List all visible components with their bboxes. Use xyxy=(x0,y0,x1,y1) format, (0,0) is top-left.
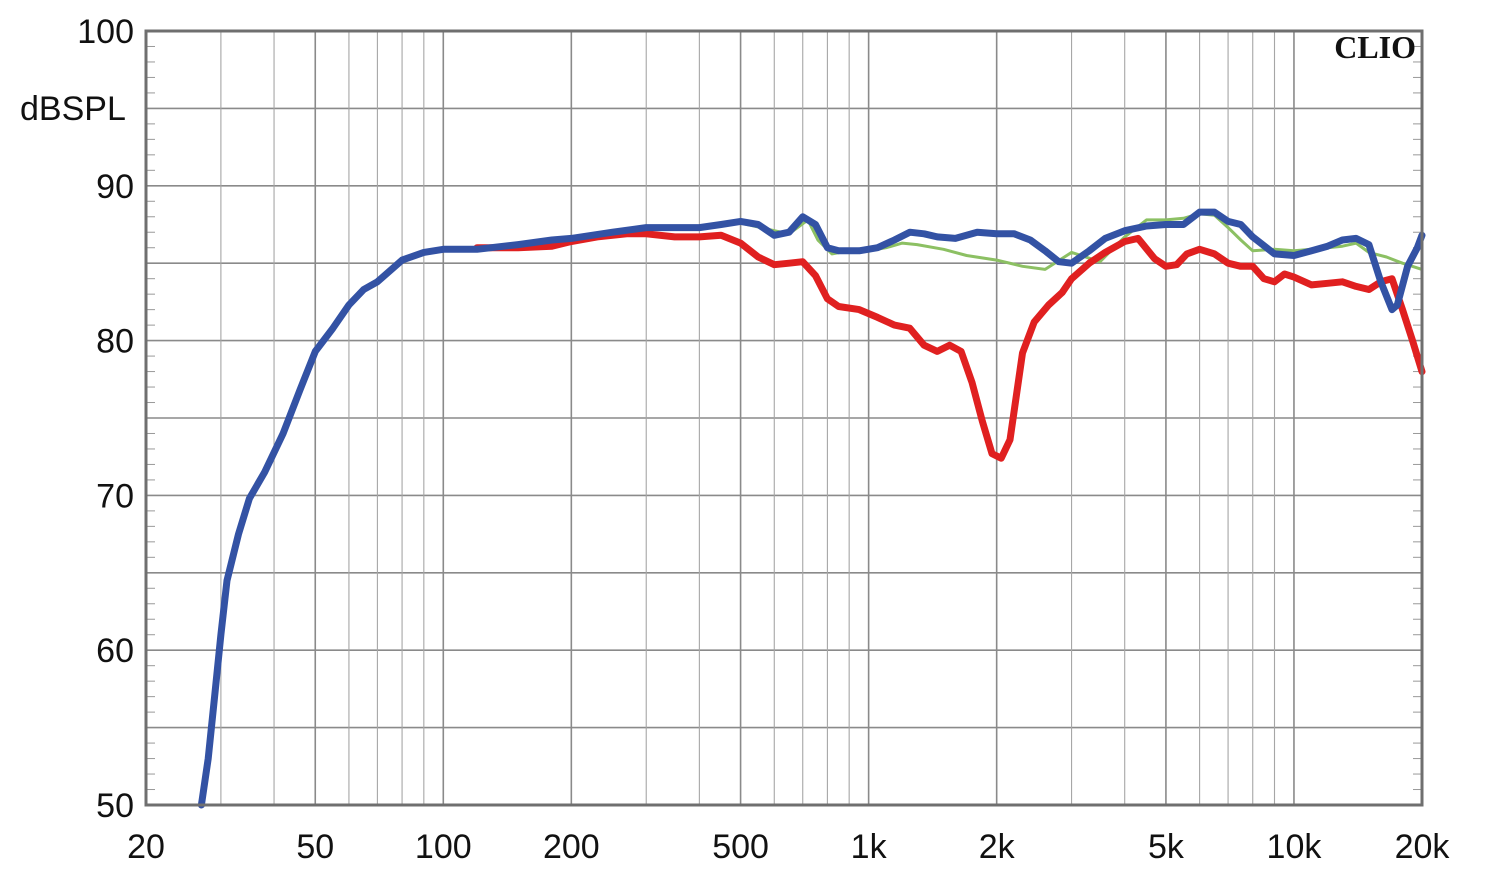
y-axis-unit-label: dBSPL xyxy=(20,90,126,128)
x-tick-label: 1k xyxy=(851,828,888,866)
y-axis-ticks: 50 60 70 80 90 100 xyxy=(77,13,134,825)
y-tick-label: 70 xyxy=(96,477,134,515)
x-tick-label: 20 xyxy=(127,828,165,866)
major-grid xyxy=(146,31,1422,805)
x-tick-label: 50 xyxy=(296,828,334,866)
x-axis-ticks: 20 50 100 200 500 1k 2k 5k 10k 20k xyxy=(127,828,1450,866)
series-line-2 xyxy=(473,230,1426,462)
y-tick-label: 60 xyxy=(96,632,134,670)
clio-watermark: CLIO xyxy=(1334,29,1416,65)
plot-frame xyxy=(144,29,1424,807)
x-tick-label: 5k xyxy=(1148,828,1185,866)
x-tick-label: 10k xyxy=(1267,828,1323,866)
series-line-3 xyxy=(197,208,1426,809)
y-tick-label: 50 xyxy=(96,787,134,825)
x-tick-label: 500 xyxy=(712,828,769,866)
y-tick-label: 90 xyxy=(96,168,134,206)
series-layer xyxy=(197,208,1426,809)
x-tick-label: 100 xyxy=(415,828,472,866)
x-tick-label: 20k xyxy=(1395,828,1451,866)
x-tick-label: 2k xyxy=(979,828,1016,866)
x-tick-label: 200 xyxy=(543,828,600,866)
y-tick-label: 80 xyxy=(96,323,134,361)
y-tick-label: 100 xyxy=(77,13,134,51)
